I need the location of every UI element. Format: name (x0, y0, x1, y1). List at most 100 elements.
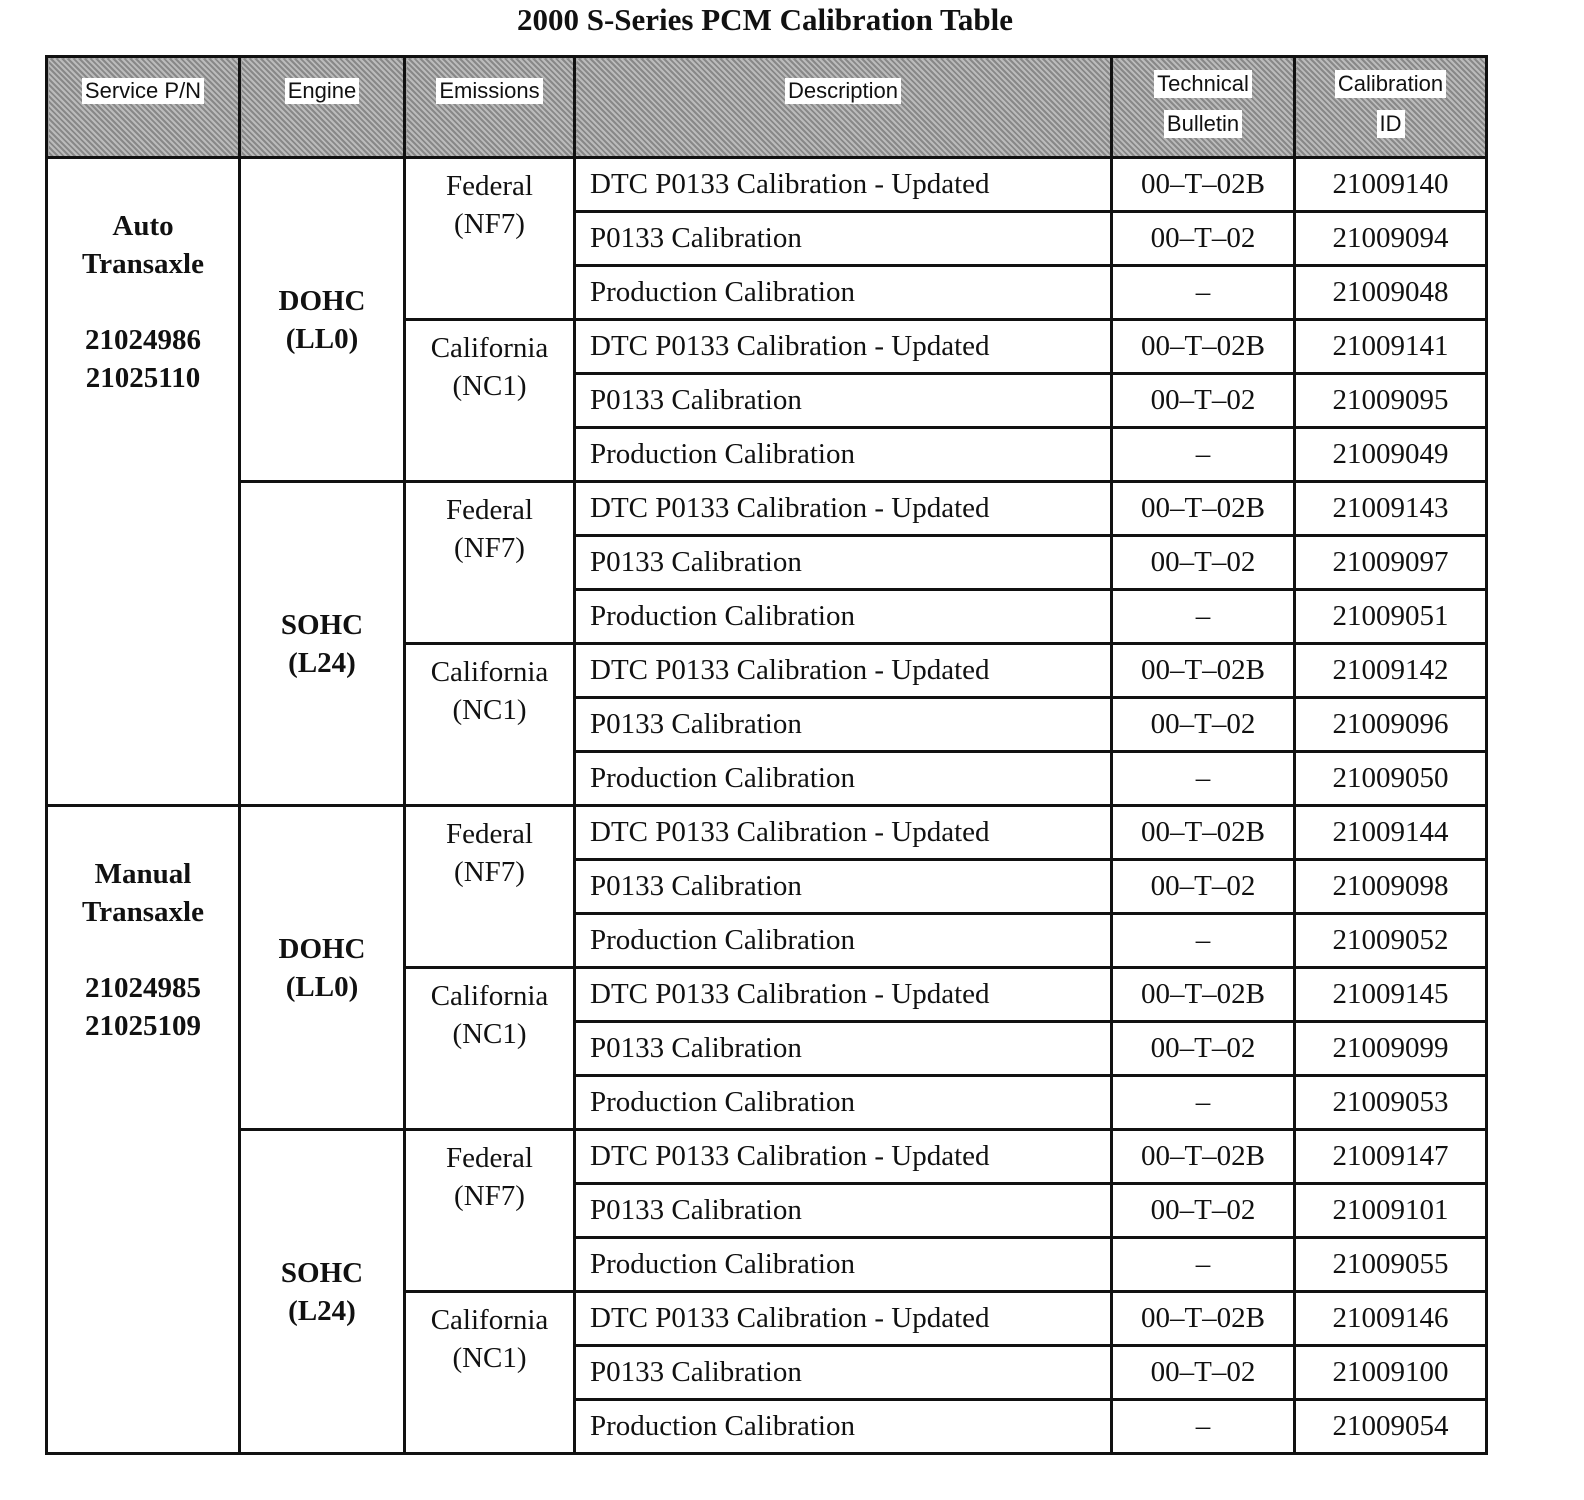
technical-bulletin-cell: 00–T–02B (1110, 318, 1296, 375)
description-cell: DTC P0133 Calibration - Updated (573, 642, 1113, 699)
header-label: Bulletin (1163, 110, 1243, 138)
header-engine: Engine (238, 55, 406, 159)
technical-bulletin-cell: 00–T–02B (1110, 642, 1296, 699)
header-label: Calibration (1334, 70, 1447, 98)
emissions-name: Federal (446, 170, 533, 202)
table-row: California (NC1) DTC P0133 Calibration - U… (47, 642, 1488, 807)
description-cell: Production Calibration (573, 264, 1113, 321)
engine-cell: DOHC (LL0) (238, 804, 406, 1131)
table-row: Production Calibration –21009052 (47, 912, 1488, 969)
description-cell: Production Calibration (573, 588, 1113, 645)
emissions-name: California (430, 980, 549, 1012)
part-number: 21025109 (85, 1010, 201, 1042)
calibration-id-cell: 21009096 (1293, 696, 1488, 753)
technical-bulletin-cell: 00–T–02 (1110, 1344, 1296, 1401)
table-row: Production Calibration –21009050 (47, 750, 1488, 807)
calibration-id-cell: 21009101 (1293, 1182, 1488, 1239)
technical-bulletin-cell: 00–T–02B (1110, 804, 1296, 861)
calibration-id-cell: 21009099 (1293, 1020, 1488, 1077)
calibration-id-cell: 21009095 (1293, 372, 1488, 429)
technical-bulletin-cell: 00–T–02B (1110, 966, 1296, 1023)
description-cell: DTC P0133 Calibration - Updated (573, 804, 1113, 861)
calibration-id-cell: 21009054 (1293, 1398, 1488, 1455)
table-row: SOHC (L24) Federal (NF7) DTC P0133 Calibrati… (47, 1128, 1488, 1455)
header-service-pn: Service P/N (45, 55, 241, 159)
table-row: P0133 Calibration 00–T–02 21009099 (47, 1020, 1488, 1077)
description-cell: Production Calibration (573, 1074, 1113, 1131)
header-label: Technical (1154, 70, 1252, 98)
calibration-id-cell: 21009051 (1293, 588, 1488, 645)
table-row: Auto Transaxle 21024986 21025110 DOHC (LL0) Fe… (45, 156, 1488, 807)
part-number: 21024985 (85, 972, 201, 1004)
table-row: P0133 Calibration 00–T–02 21009094 (47, 210, 1488, 267)
calibration-id-cell: 21009053 (1293, 1074, 1488, 1131)
emissions-cell: Federal (NF7) (403, 1128, 576, 1293)
emissions-code: (NF7) (454, 208, 525, 240)
calibration-id-cell: 21009140 (1293, 156, 1488, 213)
spacer (48, 283, 238, 321)
description-cell: Production Calibration (573, 750, 1113, 807)
technical-bulletin-cell: – (1110, 426, 1296, 483)
table-row: California (NC1) DTC P0133 Calibration - U… (47, 1290, 1488, 1455)
transaxle-name: Transaxle (82, 896, 204, 928)
technical-bulletin-cell: 00–T–02B (1110, 156, 1296, 213)
technical-bulletin-cell: – (1110, 912, 1296, 969)
calibration-id-cell: 21009048 (1293, 264, 1488, 321)
technical-bulletin-cell: 00–T–02 (1110, 210, 1296, 267)
emissions-code: (NC1) (452, 1018, 527, 1050)
table-row: Production Calibration –21009053 (47, 1074, 1488, 1131)
technical-bulletin-cell: – (1110, 1236, 1296, 1293)
description-cell: P0133 Calibration (573, 1344, 1113, 1401)
calibration-id-cell: 21009052 (1293, 912, 1488, 969)
calibration-id-cell: 21009141 (1293, 318, 1488, 375)
header-label: Service P/N (81, 78, 205, 104)
engine-code: (LL0) (285, 970, 359, 1003)
service-pn-cell: Manual Transaxle 21024985 21025109 (45, 804, 241, 1455)
calibration-id-cell: 21009146 (1293, 1290, 1488, 1347)
description-cell: P0133 Calibration (573, 858, 1113, 915)
emissions-code: (NF7) (454, 532, 525, 564)
engine-name: SOHC (280, 1256, 364, 1289)
calibration-id-cell: 21009142 (1293, 642, 1488, 699)
header-label: ID (1376, 110, 1405, 138)
emissions-name: California (430, 1304, 549, 1336)
technical-bulletin-cell: 00–T–02B (1110, 1128, 1296, 1185)
calibration-id-cell: 21009094 (1293, 210, 1488, 267)
technical-bulletin-cell: 00–T–02 (1110, 696, 1296, 753)
technical-bulletin-cell: 00–T–02 (1110, 372, 1296, 429)
table-row: Production Calibration –21009055 (47, 1236, 1488, 1293)
emissions-cell: California (NC1) (403, 1290, 576, 1455)
emissions-cell: Federal (NF7) (403, 156, 576, 321)
calibration-id-cell: 21009144 (1293, 804, 1488, 861)
calibration-id-cell: 21009145 (1293, 966, 1488, 1023)
technical-bulletin-cell: – (1110, 588, 1296, 645)
calibration-table: Service P/N Engine Emissions Description… (45, 55, 1488, 1455)
table-row: Production Calibration –21009048 (47, 264, 1488, 321)
transaxle-name: Auto (112, 210, 174, 242)
description-cell: P0133 Calibration (573, 372, 1113, 429)
technical-bulletin-cell: – (1110, 750, 1296, 807)
technical-bulletin-cell: 00–T–02 (1110, 1182, 1296, 1239)
table-row: P0133 Calibration 00–T–02 21009100 (47, 1344, 1488, 1401)
calibration-id-cell: 21009098 (1293, 858, 1488, 915)
table-body: Auto Transaxle 21024986 21025110 DOHC (LL0) Fe… (45, 156, 1488, 1455)
table-row: California (NC1) DTC P0133 Calibration - U… (47, 966, 1488, 1131)
table-row: P0133 Calibration 00–T–02 21009098 (47, 858, 1488, 915)
engine-code: (LL0) (285, 322, 359, 355)
engine-cell: DOHC (LL0) (238, 156, 406, 483)
description-cell: P0133 Calibration (573, 696, 1113, 753)
engine-cell: SOHC (L24) (238, 1128, 406, 1455)
emissions-cell: California (NC1) (403, 966, 576, 1131)
description-cell: DTC P0133 Calibration - Updated (573, 1128, 1113, 1185)
emissions-name: Federal (446, 818, 533, 850)
header-description: Description (573, 55, 1113, 159)
description-cell: Production Calibration (573, 426, 1113, 483)
part-number: 21025110 (85, 362, 201, 394)
description-cell: DTC P0133 Calibration - Updated (573, 156, 1113, 213)
emissions-cell: California (NC1) (403, 318, 576, 483)
table-row: P0133 Calibration 00–T–02 21009096 (47, 696, 1488, 753)
table-row: Production Calibration –21009051 (47, 588, 1488, 645)
calibration-id-cell: 21009049 (1293, 426, 1488, 483)
technical-bulletin-cell: – (1110, 1398, 1296, 1455)
emissions-code: (NF7) (454, 856, 525, 888)
